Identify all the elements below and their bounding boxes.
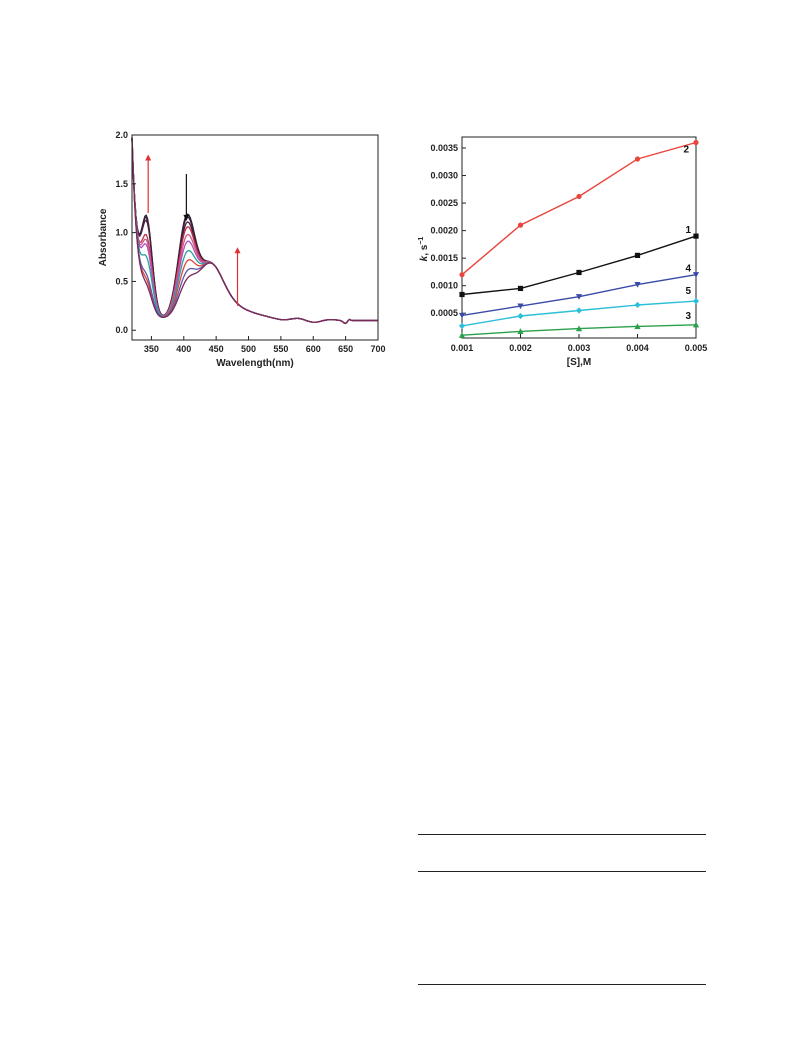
- spectrum-line-4: [131, 137, 378, 325]
- series-5: [458, 298, 700, 329]
- y-tick-label: 2.0: [115, 130, 128, 140]
- x-tick-label: 0.002: [509, 343, 532, 353]
- x-tick-label: 650: [338, 344, 353, 354]
- change-arrowhead-3: [234, 247, 241, 254]
- x-tick-label: 0.004: [626, 343, 649, 353]
- y-tick-label: 0.0: [115, 325, 128, 335]
- data-point: [517, 222, 524, 228]
- y-axis-label: k, s−1: [418, 237, 430, 262]
- data-point: [693, 233, 699, 239]
- series-line: [461, 141, 697, 276]
- series-1: [459, 233, 699, 298]
- x-tick-label: 550: [273, 344, 288, 354]
- x-axis-label: [S],M: [567, 357, 591, 368]
- y-tick-label: 0.0025: [430, 198, 458, 208]
- x-tick-label: 350: [144, 344, 159, 354]
- change-arrowhead-2: [183, 214, 190, 221]
- series-label: 4: [685, 264, 691, 275]
- spectrum-line-3: [131, 137, 378, 325]
- spectrum-line-2: [131, 137, 378, 325]
- series-label: 2: [683, 145, 689, 156]
- data-point: [517, 285, 524, 292]
- x-tick-label: 450: [209, 344, 224, 354]
- series-label: 3: [685, 311, 691, 322]
- y-axis-label: Absorbance: [98, 208, 109, 266]
- data-point: [634, 281, 641, 288]
- y-tick-label: 0.0015: [430, 253, 458, 263]
- spectrum-line-6: [131, 138, 378, 325]
- y-tick-label: 0.5: [115, 276, 128, 286]
- x-tick-label: 0.005: [685, 343, 708, 353]
- series-2: [459, 139, 699, 278]
- data-point: [575, 294, 583, 300]
- data-point: [576, 269, 582, 276]
- x-tick-label: 400: [176, 344, 191, 354]
- y-axis-label-exponent: −1: [418, 237, 425, 245]
- rate-constant-chart: 0.001 0.002 0.003 0.004 0.005 0.0005 0.0010 0.0…: [418, 136, 708, 368]
- series-3: [458, 321, 700, 338]
- data-point: [576, 193, 582, 200]
- y-tick-label: 0.0030: [430, 171, 458, 181]
- y-tick-label: 0.0020: [430, 226, 458, 236]
- x-axis-label: Wavelength(nm): [216, 358, 293, 369]
- x-tick-label: 700: [370, 344, 385, 354]
- table-rule-top: [418, 834, 706, 835]
- series-label: 1: [685, 225, 691, 236]
- spectrum-line-1: [131, 137, 378, 325]
- data-point: [458, 312, 466, 319]
- uv-vis-spectra-chart: 350 400 450 500 550 600 650 700 0.0 0.5 1.0 1.5 2.0 W…: [98, 130, 386, 369]
- x-tick-label: 0.003: [568, 343, 591, 353]
- data-point: [458, 322, 466, 329]
- y-tick-label: 1.5: [115, 179, 128, 189]
- x-tick-label: 0.001: [451, 343, 474, 353]
- y-tick-label: 1.0: [115, 228, 128, 238]
- y-tick-label: 0.0005: [430, 308, 458, 318]
- data-point: [458, 332, 466, 338]
- plot-frame: [131, 134, 379, 341]
- y-axis-label-unit: , s: [419, 244, 430, 256]
- data-point: [693, 139, 699, 146]
- data-point: [575, 325, 583, 332]
- data-point: [517, 328, 524, 334]
- spectrum-line-8: [131, 139, 378, 325]
- data-point: [459, 291, 465, 298]
- table-rule-bottom: [418, 984, 706, 985]
- spectrum-line-9: [131, 138, 378, 325]
- data-point: [575, 307, 583, 314]
- data-point: [692, 298, 700, 305]
- data-point: [459, 272, 465, 278]
- x-tick-label: 600: [306, 344, 321, 354]
- data-point: [634, 323, 641, 330]
- change-arrowhead-1: [145, 154, 152, 161]
- spectrum-line-10: [131, 139, 378, 325]
- series-4: [458, 272, 700, 319]
- spectrum-line-5: [131, 138, 378, 325]
- data-point: [517, 303, 524, 310]
- table-rule-middle: [418, 871, 706, 872]
- x-tick-label: 500: [241, 344, 256, 354]
- data-point: [692, 272, 700, 278]
- data-point: [634, 252, 641, 258]
- spectrum-line-7: [131, 138, 378, 325]
- data-point: [692, 321, 700, 328]
- y-tick-label: 0.0035: [430, 143, 458, 153]
- y-tick-label: 0.0010: [430, 281, 458, 291]
- data-point: [634, 156, 641, 162]
- data-point: [517, 312, 524, 320]
- y-axis-label-symbol: k: [419, 255, 430, 261]
- data-point: [634, 301, 641, 309]
- series-label: 5: [685, 286, 691, 297]
